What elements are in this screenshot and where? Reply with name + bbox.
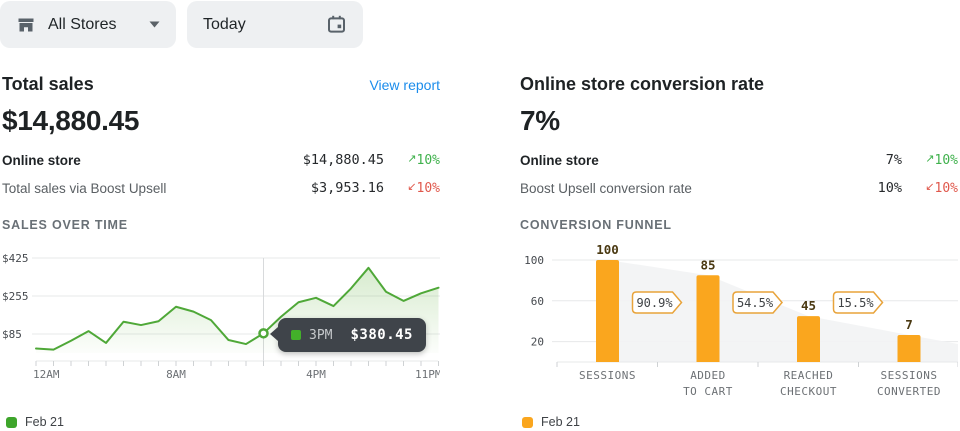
metric-row-boost-upsell: Total sales via Boost Upsell $3,953.16 ↙…: [2, 174, 440, 202]
metric-row-boost-upsell: Boost Upsell conversion rate 10% ↙10%: [520, 174, 958, 202]
conversion-value: 7%: [520, 105, 560, 136]
svg-text:CHECKOUT: CHECKOUT: [780, 385, 837, 398]
svg-text:TO CART: TO CART: [683, 385, 733, 398]
svg-text:REACHED: REACHED: [784, 369, 834, 382]
svg-text:20: 20: [531, 336, 544, 349]
svg-text:85: 85: [700, 257, 715, 272]
svg-text:$425: $425: [2, 252, 29, 265]
arrow-down-icon: ↙: [407, 179, 417, 193]
svg-text:100: 100: [596, 242, 619, 257]
legend-swatch-amber: [522, 416, 533, 428]
store-filter-button[interactable]: All Stores: [0, 1, 176, 48]
sales-over-time-title: SALES OVER TIME: [2, 218, 128, 232]
store-icon: [16, 15, 36, 35]
tooltip-series-swatch: [291, 330, 301, 340]
legend-label: Feb 21: [541, 415, 580, 429]
funnel-legend: Feb 21: [522, 415, 580, 429]
conversion-rate-panel: Online store conversion rate 7% Online s…: [520, 70, 958, 431]
chart-tooltip: 3PM $380.45: [270, 318, 426, 352]
svg-text:12AM: 12AM: [33, 368, 60, 381]
svg-text:$255: $255: [2, 290, 29, 303]
svg-text:90.9%: 90.9%: [636, 296, 673, 310]
conversion-funnel-title: CONVERSION FUNNEL: [520, 218, 672, 232]
metric-label: Boost Upsell conversion rate: [520, 180, 692, 196]
conversion-funnel-chart: 100 60 20 100 85 45 7 90.9% 54.5% 15.5% SESSIONS AD…: [520, 242, 958, 402]
metric-label: Total sales via Boost Upsell: [2, 180, 167, 196]
date-filter-label: Today: [203, 15, 246, 33]
svg-text:54.5%: 54.5%: [737, 296, 774, 310]
conversion-title: Online store conversion rate: [520, 74, 765, 94]
svg-text:11PM: 11PM: [415, 368, 440, 381]
svg-text:$85: $85: [2, 328, 22, 341]
metric-delta-down: ↙10%: [925, 179, 958, 196]
metric-label: Online store: [2, 152, 81, 168]
conversion-header: Online store conversion rate: [520, 74, 958, 95]
sales-legend: Feb 21: [6, 415, 64, 429]
svg-text:60: 60: [531, 295, 544, 308]
metric-value: $14,880.45: [302, 152, 384, 168]
funnel-bar-chart[interactable]: 100 60 20 100 85 45 7 90.9% 54.5% 15.5% SESSIONS AD…: [520, 242, 958, 402]
metric-delta-up: ↗10%: [407, 151, 440, 168]
total-sales-value: $14,880.45: [2, 105, 140, 136]
total-sales-title: Total sales: [2, 74, 94, 94]
svg-text:SESSIONS: SESSIONS: [579, 369, 636, 382]
calendar-icon: [326, 14, 347, 35]
svg-text:100: 100: [524, 254, 544, 267]
svg-text:8AM: 8AM: [166, 368, 186, 381]
store-filter-label: All Stores: [48, 15, 117, 33]
metric-value: 10%: [877, 180, 902, 196]
arrow-up-icon: ↗: [407, 151, 417, 165]
view-report-link[interactable]: View report: [369, 77, 440, 93]
chevron-down-icon: [149, 21, 160, 28]
svg-text:4PM: 4PM: [306, 368, 326, 381]
metric-value: $3,953.16: [310, 180, 384, 196]
metric-delta-down: ↙10%: [407, 179, 440, 196]
metric-label: Online store: [520, 152, 599, 168]
total-sales-breakdown: Online store $14,880.45 ↗10% Total sales…: [2, 146, 440, 202]
date-filter-button[interactable]: Today: [187, 1, 363, 48]
metric-row-online-store: Online store 7% ↗10%: [520, 146, 958, 174]
legend-label: Feb 21: [25, 415, 64, 429]
metric-delta-up: ↗10%: [925, 151, 958, 168]
metric-row-online-store: Online store $14,880.45 ↗10%: [2, 146, 440, 174]
arrow-down-icon: ↙: [925, 179, 935, 193]
tooltip-time: 3PM: [309, 327, 333, 343]
sales-over-time-chart: $425 $255 $85 12AM 8AM 4PM 11PM 3PM $380.45: [2, 242, 440, 402]
total-sales-header: Total sales View report: [2, 74, 440, 95]
svg-text:45: 45: [801, 298, 816, 313]
svg-text:SESSIONS: SESSIONS: [881, 369, 938, 382]
svg-text:CONVERTED: CONVERTED: [877, 385, 941, 398]
metric-value: 7%: [885, 152, 902, 168]
total-sales-panel: Total sales View report $14,880.45 Onlin…: [2, 70, 440, 431]
legend-swatch-green: [6, 416, 17, 428]
arrow-up-icon: ↗: [925, 151, 935, 165]
svg-text:ADDED: ADDED: [690, 369, 726, 382]
tooltip-value: $380.45: [350, 327, 413, 343]
svg-text:7: 7: [905, 317, 913, 332]
svg-text:15.5%: 15.5%: [837, 296, 874, 310]
conversion-breakdown: Online store 7% ↗10% Boost Upsell conver…: [520, 146, 958, 202]
